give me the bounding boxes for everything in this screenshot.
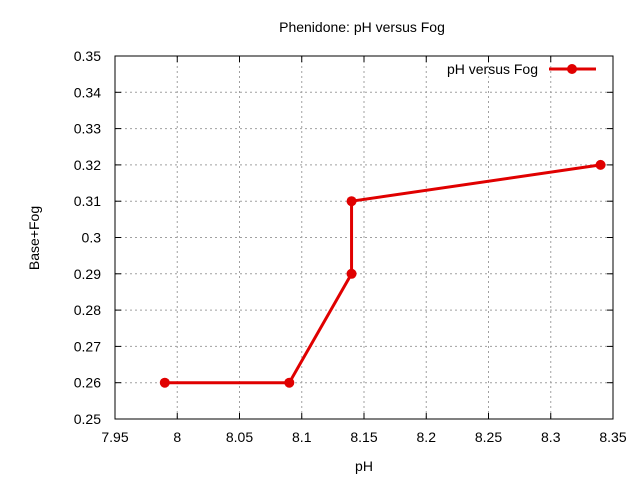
x-tick-label: 8.3 — [541, 429, 561, 445]
y-tick-label: 0.31 — [74, 193, 101, 209]
y-tick-label: 0.29 — [74, 266, 101, 282]
legend-label: pH versus Fog — [447, 61, 538, 77]
y-tick-label: 0.25 — [74, 411, 101, 427]
legend-marker — [567, 64, 577, 74]
y-tick-label: 0.35 — [74, 48, 101, 64]
x-tick-label: 7.95 — [101, 429, 128, 445]
x-tick-label: 8.05 — [226, 429, 253, 445]
legend: pH versus Fog — [447, 61, 596, 77]
x-tick-label: 8.15 — [350, 429, 377, 445]
y-tick-label: 0.32 — [74, 157, 101, 173]
y-tick-label: 0.26 — [74, 375, 101, 391]
y-tick-label: 0.3 — [82, 230, 102, 246]
x-tick-label: 8 — [173, 429, 181, 445]
chart-title: Phenidone: pH versus Fog — [279, 19, 445, 35]
data-point — [284, 377, 295, 388]
data-point — [346, 268, 357, 279]
y-tick-label: 0.27 — [74, 338, 101, 354]
x-tick-label: 8.2 — [417, 429, 437, 445]
y-axis-label: Base+Fog — [26, 206, 42, 270]
y-tick-labels: 0.25 0.26 0.27 0.28 0.29 0.3 0.31 0.32 0.33 0.34 0… — [74, 48, 101, 427]
y-tick-label: 0.33 — [74, 121, 101, 137]
x-tick-label: 8.1 — [292, 429, 312, 445]
data-point — [346, 196, 357, 207]
y-tick-label: 0.28 — [74, 302, 101, 318]
data-point — [159, 377, 170, 388]
x-tick-label: 8.35 — [599, 429, 626, 445]
series-layer — [159, 159, 606, 388]
x-tick-labels: 7.95 8 8.05 8.1 8.15 8.2 8.25 8.3 8.35 — [101, 429, 626, 445]
grid-lines — [115, 56, 613, 419]
x-axis-label: pH — [355, 458, 373, 474]
x-tick-label: 8.25 — [475, 429, 502, 445]
y-tick-label: 0.34 — [74, 84, 101, 100]
axis-ticks — [114, 55, 614, 420]
data-point — [595, 159, 606, 170]
